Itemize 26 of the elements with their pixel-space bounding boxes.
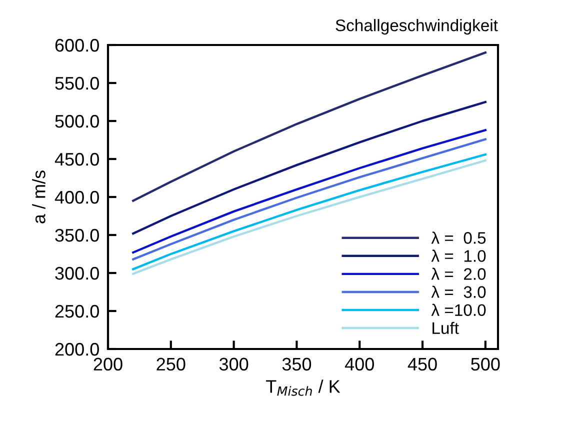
- y-axis-title: a / m/s: [32, 170, 46, 224]
- y-tick-label: 450.0: [54, 152, 99, 166]
- legend-label: λ = 2.0: [431, 268, 486, 280]
- y-tick-label: 400.0: [54, 190, 99, 204]
- x-tick-label: 300: [219, 358, 248, 371]
- y-tick-label: 200.0: [55, 342, 99, 356]
- legend-label: λ = 0.5: [431, 232, 486, 244]
- y-tick-label: 600.0: [55, 38, 99, 52]
- y-tick-label: 550.0: [55, 76, 99, 90]
- x-tick-label: 250: [156, 358, 186, 371]
- y-tick-label: 350.0: [55, 228, 99, 242]
- x-tick-label: 200: [94, 358, 122, 371]
- legend-label: Luft: [432, 322, 459, 334]
- legend-label: λ =10.0: [431, 304, 486, 316]
- x-tick-label: 350: [282, 358, 312, 371]
- y-tick-label: 250.0: [55, 304, 99, 318]
- line-series: [132, 51, 487, 202]
- x-tick-label: 500: [471, 358, 500, 371]
- x-tick-label: 450: [408, 358, 437, 371]
- legend-label: λ = 1.0: [431, 250, 486, 262]
- x-axis-title: T$_{Misch}$ / K: [266, 380, 340, 396]
- x-tick-label: 400: [344, 358, 374, 371]
- chart-title: Schallgeschwindigkeit: [336, 19, 498, 35]
- y-tick-label: 300.0: [55, 266, 99, 280]
- legend-label: λ = 3.0: [431, 286, 486, 298]
- y-tick-label: 500.0: [55, 114, 99, 128]
